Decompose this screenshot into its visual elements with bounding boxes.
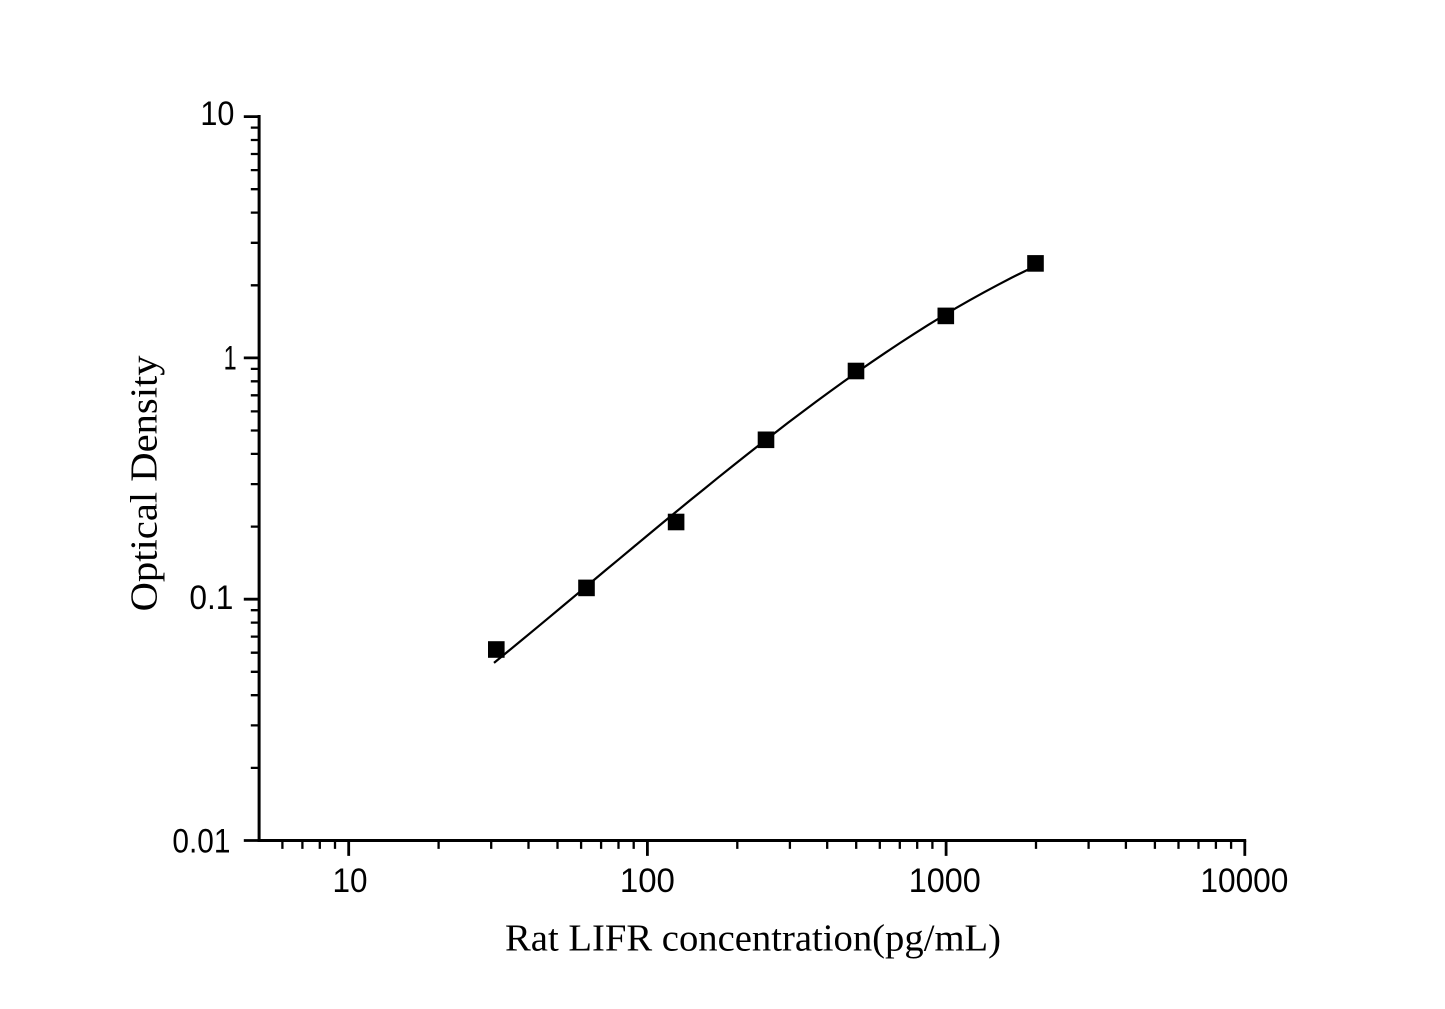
svg-text:10: 10 — [333, 862, 368, 900]
svg-text:10000: 10000 — [1200, 862, 1288, 900]
svg-text:0.01: 0.01 — [172, 822, 230, 860]
svg-text:Optical Density: Optical Density — [124, 355, 166, 611]
svg-text:10: 10 — [200, 95, 234, 133]
svg-text:Rat LIFR concentration(pg/mL): Rat LIFR concentration(pg/mL) — [505, 917, 1001, 959]
svg-text:0.1: 0.1 — [189, 579, 233, 617]
svg-text:100: 100 — [620, 862, 675, 900]
svg-text:1000: 1000 — [909, 862, 981, 900]
svg-text:1: 1 — [224, 340, 237, 378]
